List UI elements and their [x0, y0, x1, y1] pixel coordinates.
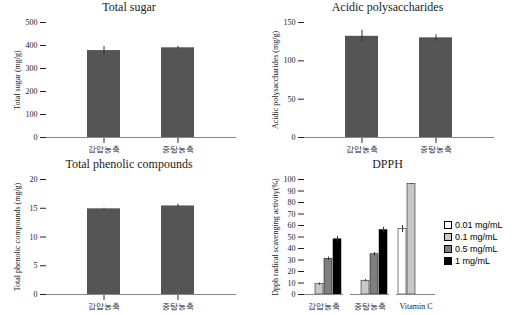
svg-text:300: 300 — [26, 64, 38, 73]
svg-text:감압농축: 감압농축 — [308, 302, 340, 311]
svg-text:60: 60 — [288, 221, 296, 230]
html-text:0.1 mg/mL: 0.1 mg/mL — [455, 231, 498, 242]
svg-text:중탕농축: 중탕농축 — [420, 145, 452, 154]
svg-text:0: 0 — [292, 133, 296, 142]
svg-text:30: 30 — [288, 256, 296, 265]
svg-text:0: 0 — [292, 290, 296, 299]
svg-text:Dpph radical scavenging activi: Dpph radical scavenging activity(%) — [271, 178, 280, 296]
svg-text:100: 100 — [284, 175, 296, 184]
svg-text:400: 400 — [26, 41, 38, 50]
svg-text:중탕농축: 중탕농축 — [162, 145, 194, 154]
svg-text:Vitamin C: Vitamin C — [399, 302, 432, 311]
svg-text:0: 0 — [34, 290, 38, 299]
svg-text:15: 15 — [30, 204, 38, 213]
svg-text:40: 40 — [288, 244, 296, 253]
svg-text:100: 100 — [26, 110, 38, 119]
svg-text:감압농축: 감압농축 — [88, 145, 120, 154]
svg-text:0: 0 — [34, 133, 38, 142]
svg-text:20: 20 — [30, 175, 38, 184]
svg-text:100: 100 — [284, 56, 296, 65]
svg-text:Total sugar (mg/g): Total sugar (mg/g) — [13, 50, 22, 110]
html-text:0.01 mg/mL: 0.01 mg/mL — [455, 219, 503, 230]
svg-text:150: 150 — [284, 18, 296, 27]
svg-text:50: 50 — [288, 233, 296, 242]
svg-text:70: 70 — [288, 210, 296, 219]
html-text:Total phenolic compounds: Total phenolic compounds — [65, 157, 193, 171]
svg-text:Acidic polysaccharides (mg/g): Acidic polysaccharides (mg/g) — [271, 31, 280, 130]
svg-text:200: 200 — [26, 87, 38, 96]
svg-text:20: 20 — [288, 267, 296, 276]
svg-text:80: 80 — [288, 198, 296, 207]
svg-text:10: 10 — [288, 279, 296, 288]
svg-text:감압농축: 감압농축 — [88, 302, 120, 311]
svg-text:90: 90 — [288, 187, 296, 196]
svg-text:10: 10 — [30, 233, 38, 242]
svg-text:중탕농축: 중탕농축 — [354, 302, 386, 311]
svg-text:Total phenolic compounds (mg/g: Total phenolic compounds (mg/g) — [13, 182, 22, 291]
html-text:0.5 mg/mL: 0.5 mg/mL — [455, 243, 498, 254]
svg-text:500: 500 — [26, 18, 38, 27]
svg-text:5: 5 — [34, 261, 38, 270]
html-text:1 mg/mL: 1 mg/mL — [455, 255, 490, 266]
html-text:DPPH: DPPH — [372, 157, 403, 171]
svg-text:감압농축: 감압농축 — [346, 145, 378, 154]
svg-text:50: 50 — [288, 95, 296, 104]
svg-text:중탕농축: 중탕농축 — [162, 302, 194, 311]
html-text:Acidic polysaccharides: Acidic polysaccharides — [331, 0, 444, 14]
html-text:Total sugar: Total sugar — [102, 0, 156, 14]
